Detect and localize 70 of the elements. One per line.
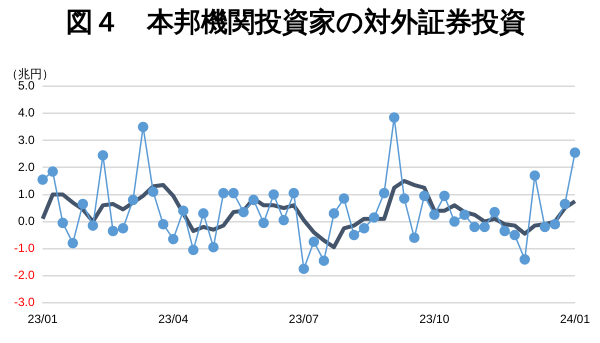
point <box>388 112 400 123</box>
point <box>338 193 350 204</box>
point <box>318 255 330 266</box>
point <box>78 198 88 210</box>
point <box>368 212 380 223</box>
point <box>218 188 229 198</box>
point <box>88 220 98 231</box>
point <box>158 218 168 230</box>
point <box>228 188 239 198</box>
point <box>570 147 580 158</box>
point <box>348 230 360 240</box>
y-tick-label: 1.0 <box>18 186 35 201</box>
point <box>459 210 470 220</box>
point <box>540 222 550 232</box>
point <box>198 208 209 219</box>
point <box>248 194 259 206</box>
point <box>489 206 500 218</box>
point <box>37 174 48 185</box>
y-tick-label: 0.0 <box>18 214 35 228</box>
y-tick-label: 3.0 <box>18 132 35 147</box>
point <box>208 242 219 252</box>
point <box>58 218 68 228</box>
point <box>469 222 480 232</box>
point <box>47 166 58 177</box>
y-axis-title: （兆円） <box>6 66 54 81</box>
point <box>168 234 178 244</box>
y-tick-label: 2.0 <box>18 160 35 174</box>
point <box>358 223 370 234</box>
chart-title: 図４ 本邦機関投資家の対外証券投資 <box>66 7 526 38</box>
point <box>550 218 560 230</box>
point <box>68 238 78 248</box>
point <box>328 208 340 219</box>
point <box>188 244 199 256</box>
point <box>288 188 300 198</box>
point <box>258 218 269 228</box>
point <box>268 189 279 200</box>
y-tick-label: -1.0 <box>14 240 35 255</box>
x-tick-label: 23/04 <box>158 312 189 326</box>
point <box>238 206 249 218</box>
point <box>499 226 510 236</box>
point <box>308 236 320 248</box>
point <box>409 232 420 243</box>
y-tick-label: -2.0 <box>14 268 35 282</box>
point <box>560 198 570 210</box>
point <box>298 264 310 274</box>
point <box>530 170 540 181</box>
point <box>148 186 158 198</box>
point <box>439 190 450 202</box>
point <box>378 188 390 198</box>
y-tick-label: 4.0 <box>18 106 35 120</box>
point <box>449 216 460 227</box>
point <box>138 122 148 132</box>
point <box>419 190 430 202</box>
y-tick-label: -3.0 <box>14 294 35 309</box>
point <box>429 210 440 220</box>
point <box>398 193 410 204</box>
x-tick-label: 24/01 <box>560 312 590 326</box>
point <box>520 254 530 265</box>
point <box>128 194 138 206</box>
y-tick-label: 5.0 <box>18 78 35 93</box>
point <box>98 150 108 161</box>
point <box>118 223 128 234</box>
point <box>509 230 520 240</box>
x-tick-label: 23/07 <box>288 312 320 326</box>
point <box>178 205 189 216</box>
x-tick-label: 23/10 <box>419 312 450 326</box>
point <box>108 226 118 236</box>
point <box>278 214 289 226</box>
x-tick-label: 23/01 <box>28 312 58 326</box>
point <box>479 222 490 232</box>
